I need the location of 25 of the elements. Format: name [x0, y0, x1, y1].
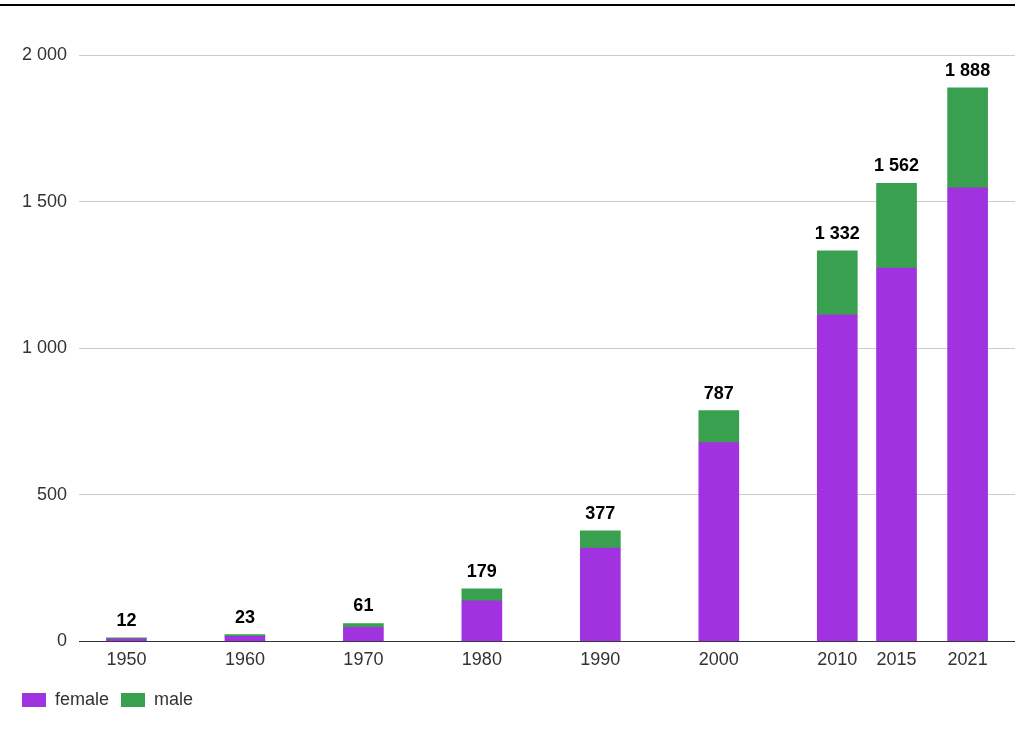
x-tick-label: 1950: [106, 649, 147, 670]
y-tick-label: 1 000: [22, 337, 68, 358]
y-tick-label: 500: [37, 483, 68, 504]
legend-label: male: [154, 688, 194, 709]
y-tick-label: 2 000: [22, 43, 68, 64]
total-label: 23: [234, 606, 255, 627]
x-tick-label: 1960: [224, 649, 265, 670]
total-label: 377: [585, 502, 616, 523]
total-label: 787: [703, 382, 734, 403]
x-tick-label: 2000: [698, 649, 739, 670]
x-tick-label: 2015: [876, 649, 917, 670]
x-tick-label: 2010: [817, 649, 858, 670]
legend-label: female: [55, 688, 110, 709]
y-tick-label: 1 500: [22, 190, 68, 211]
x-tick-label: 2021: [947, 649, 988, 670]
total-label: 61: [353, 595, 374, 616]
x-tick-label: 1980: [461, 649, 502, 670]
y-tick-label: 0: [57, 630, 68, 651]
x-tick-label: 1990: [580, 649, 621, 670]
total-label: 12: [116, 609, 137, 630]
x-tick-label: 1970: [343, 649, 384, 670]
total-label: 1 888: [945, 59, 991, 80]
total-label: 1 562: [874, 155, 920, 176]
total-label: 1 332: [814, 222, 860, 243]
total-label: 179: [466, 560, 497, 581]
